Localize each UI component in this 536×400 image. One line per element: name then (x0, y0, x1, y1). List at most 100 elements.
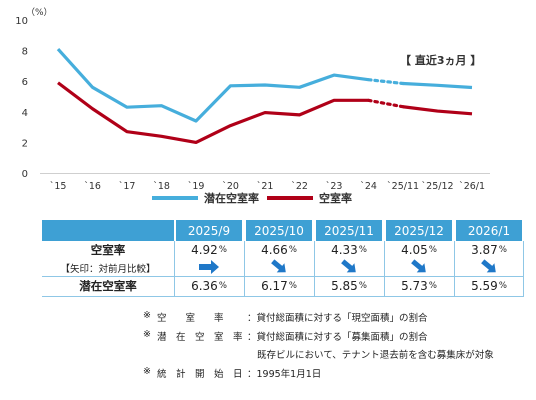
percent-sign: % (498, 245, 507, 255)
x-tick-label: `16 (84, 181, 101, 192)
x-tick-label: `19 (188, 181, 205, 192)
percent-sign: % (358, 281, 367, 291)
x-tick-label: `24 (360, 181, 377, 192)
chart-axes: （%） 0 2 4 6 8 10 `15 `16 `17 `18 `19 `20 `21 `22 `23 `24… (15, 7, 490, 192)
chart-lines (56, 47, 473, 144)
series-line-recent-1 (402, 105, 473, 116)
percent-sign: % (428, 281, 437, 291)
note-mark: ※ (143, 310, 151, 321)
vacancy-number: 4.33 (331, 243, 358, 257)
chart-legend: 潜在空室率 空室率 (152, 191, 352, 205)
table-header-cell: 2025/9 (174, 220, 244, 241)
table-header-cell: 2025/10 (244, 220, 314, 241)
row-label-potential-vacancy: 潜在空室率 (79, 279, 137, 293)
percent-sign: % (358, 245, 367, 255)
table-header-cell: 2026/1 (454, 220, 524, 241)
y-tick-label: 6 (22, 77, 28, 88)
note-mark: ※ (143, 366, 151, 377)
note-label: 空 室 率 (157, 313, 224, 324)
arrow-icon (341, 259, 356, 273)
potential-vacancy-value: 5.73% (384, 277, 454, 295)
potential-vacancy-value: 5.85% (314, 277, 384, 295)
table-header-cell: 2025/11 (314, 220, 384, 241)
x-tick-label: `20 (222, 181, 239, 192)
series-line-recent-0 (402, 81, 473, 90)
note-label: 統 計 開 始 日 (157, 369, 243, 380)
x-tick-label: `25/11 (387, 181, 419, 192)
vacancy-value: 4.66% (244, 241, 314, 259)
note-mark: ※ (143, 329, 151, 340)
y-tick-label: 2 (22, 138, 28, 149)
vacancy-number: 4.05 (401, 243, 428, 257)
x-tick-label: `17 (119, 181, 136, 192)
vacancy-number: 3.87 (471, 243, 498, 257)
line-chart: （%） 0 2 4 6 8 10 `15 `16 `17 `18 `19 `20 `21 `22 `23 `24… (15, 7, 490, 205)
x-tick-label: `15 (50, 181, 67, 192)
x-tick-label: `25/12 (421, 181, 453, 192)
potential-vacancy-value: 5.59% (454, 277, 524, 295)
arrow-shape (481, 259, 496, 273)
recent-3-months-annotation: 【 直近3ヵ月 】 (400, 53, 481, 67)
potential-vacancy-value: 6.36% (174, 277, 244, 295)
percent-sign: % (218, 281, 227, 291)
y-unit-label: （%） (26, 7, 53, 18)
table-column-divider (314, 241, 315, 296)
y-tick-label: 8 (22, 47, 28, 58)
potential-vacancy-value: 6.17% (244, 277, 314, 295)
row-label-arrow-legend: 【矢印：対前月比較】 (60, 263, 156, 275)
table-column-divider (384, 241, 385, 296)
vacancy-number: 4.92 (191, 243, 218, 257)
table-column-divider (454, 241, 455, 296)
potential-vacancy-number: 6.17 (261, 279, 288, 293)
trend-arrow-down-right-icon (314, 258, 384, 276)
percent-sign: % (498, 281, 507, 291)
arrow-icon (199, 260, 219, 274)
series-line-dotted-0 (366, 78, 405, 86)
y-tick-label: 10 (15, 16, 28, 27)
trend-arrow-right-icon (174, 258, 244, 276)
vacancy-value: 4.33% (314, 241, 384, 259)
arrow-icon (481, 259, 496, 273)
arrow-shape (411, 259, 426, 273)
vacancy-number: 4.66 (261, 243, 288, 257)
table-column-divider (244, 241, 245, 296)
x-tick-label: `21 (257, 181, 274, 192)
percent-sign: % (428, 245, 437, 255)
x-tick-label: `22 (291, 181, 308, 192)
table-right-border (523, 241, 524, 296)
trend-arrow-down-right-icon (454, 258, 524, 276)
vacancy-value: 3.87% (454, 241, 524, 259)
arrow-shape (271, 259, 286, 273)
row-label-vacancy: 空室率 (90, 243, 126, 257)
potential-vacancy-number: 5.85 (331, 279, 358, 293)
legend-label: 潜在空室率 (204, 191, 259, 205)
table-row-divider (42, 276, 524, 277)
x-tick-label: `26/1 (459, 181, 485, 192)
table-header-cell: 2025/12 (384, 220, 454, 241)
note-text: 既存ビルにおいて、テナント退去前を含む募集床が対象 (257, 350, 494, 361)
series-line-0 (56, 47, 369, 123)
note-text: ：貸付総面積に対する「募集面積」の割合 (247, 332, 428, 343)
table-bottom-border (42, 296, 524, 297)
vacancy-value: 4.92% (174, 241, 244, 259)
trend-arrow-down-right-icon (384, 258, 454, 276)
vacancy-value: 4.05% (384, 241, 454, 259)
x-tick-label: `18 (153, 181, 170, 192)
note-text: ：1995年1月1日 (247, 369, 322, 380)
series-line-1 (57, 81, 369, 144)
series-line-dotted-1 (366, 98, 405, 109)
y-tick-label: 0 (22, 169, 28, 180)
potential-vacancy-number: 5.73 (401, 279, 428, 293)
arrow-icon (411, 259, 426, 273)
note-text: ：貸付総面積に対する「現空面積」の割合 (247, 313, 428, 324)
arrow-icon (271, 259, 286, 273)
percent-sign: % (218, 245, 227, 255)
table-column-divider (174, 241, 175, 296)
arrow-shape (199, 260, 219, 274)
legend-label: 空室率 (319, 191, 352, 205)
y-tick-label: 4 (22, 108, 28, 119)
note-label: 潜 在 空 室 率 (157, 332, 243, 343)
percent-sign: % (288, 245, 297, 255)
percent-sign: % (288, 281, 297, 291)
arrow-shape (341, 259, 356, 273)
